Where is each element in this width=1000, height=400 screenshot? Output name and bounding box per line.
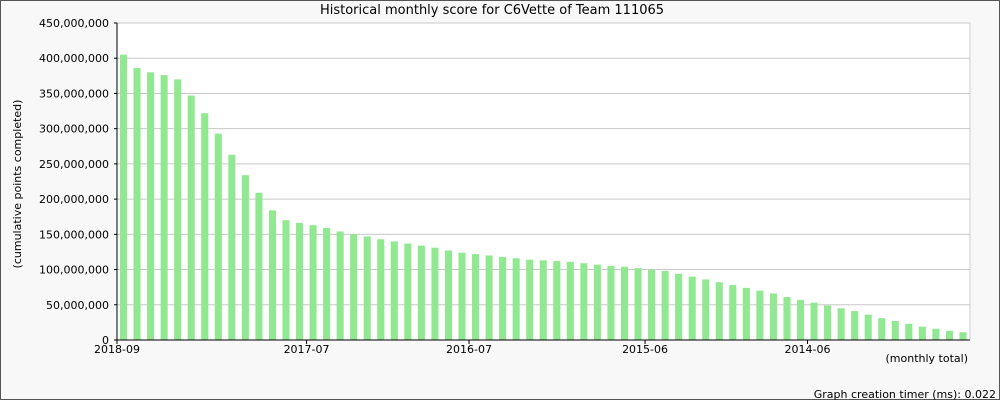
bar-2017-07	[309, 225, 317, 340]
y-tick-label: 400,000,000	[39, 52, 109, 65]
bar-2014-01	[878, 318, 886, 340]
y-tick-label: 200,000,000	[39, 193, 109, 206]
x-tick-labels: 2018-09 2017-07 2016-07 2015-06 2014-06	[94, 343, 830, 356]
bar-2017-05	[336, 231, 344, 340]
bar-2016-02	[539, 260, 547, 340]
bar-2013-11	[905, 323, 913, 340]
chart-title: Historical monthly score for C6Vette of …	[320, 3, 664, 18]
bar-2015-01	[715, 282, 723, 340]
x-axis-label: (monthly total)	[886, 352, 969, 365]
bar-2016-04	[512, 258, 520, 340]
bar-2018-03	[201, 113, 209, 340]
y-tick-labels: 0 50,000,000 100,000,000 150,000,000 200,000…	[39, 17, 109, 347]
bar-2015-03	[688, 276, 696, 340]
bar-2018-09	[120, 54, 128, 340]
bar-2016-08	[458, 252, 466, 340]
y-tick-label: 350,000,000	[39, 87, 109, 100]
bar-2015-07	[634, 268, 642, 340]
bar-2015-08	[620, 266, 629, 340]
bar-2014-09	[769, 293, 777, 340]
bar-2018-05	[174, 79, 182, 341]
bar-2018-01	[228, 154, 236, 340]
bar-2014-08	[783, 297, 791, 340]
bar-2017-04	[350, 234, 358, 340]
y-tick-label: 250,000,000	[39, 158, 109, 171]
bar-2017-06	[323, 227, 331, 340]
bar-2018-04	[187, 95, 195, 340]
bar-2015-10	[593, 264, 601, 340]
bar-2016-03	[526, 259, 534, 340]
bar-2014-06	[810, 302, 818, 340]
bar-2017-09	[282, 220, 290, 340]
bar-2017-08	[296, 223, 304, 340]
bar-2014-11	[742, 287, 750, 340]
bar-2017-10	[268, 210, 276, 340]
bar-2015-02	[702, 279, 710, 340]
bar-2016-11	[417, 245, 425, 340]
bar-2015-11	[580, 263, 588, 340]
bar-2013-09	[932, 328, 940, 340]
x-tick-label: 2017-07	[284, 343, 330, 356]
axes	[114, 22, 970, 344]
bar-2014-10	[756, 290, 764, 340]
y-tick-label: 50,000,000	[46, 299, 109, 312]
bar-2016-05	[499, 256, 507, 340]
bar-2017-11	[255, 192, 263, 340]
bar-2016-09	[444, 250, 452, 340]
bar-2013-07	[959, 332, 967, 340]
y-tick-label: 150,000,000	[39, 228, 109, 241]
bar-2017-03	[363, 236, 371, 340]
y-tick-label: 100,000,000	[39, 264, 109, 277]
graph-creation-timer: Graph creation timer (ms): 0.022	[814, 388, 996, 400]
bar-2013-10	[918, 326, 926, 340]
bar-2013-12	[891, 320, 899, 340]
bar-2017-01	[390, 241, 398, 340]
x-tick-label: 2015-06	[622, 343, 668, 356]
bar-2014-07	[796, 299, 805, 340]
bar-2016-12	[404, 243, 412, 340]
bar-2018-07	[147, 72, 155, 340]
bar-2015-04	[675, 273, 683, 340]
y-axis-label: (cumulative points completed)	[11, 100, 24, 269]
bar-2014-03	[851, 311, 859, 340]
bar-2015-05	[661, 270, 669, 340]
bar-2018-06	[160, 75, 168, 340]
bar-2013-08	[945, 330, 953, 340]
bar-2016-01	[553, 261, 561, 340]
x-tick-label: 2014-06	[785, 343, 831, 356]
bar-2017-12	[241, 175, 249, 340]
y-tick-label: 0	[102, 334, 109, 347]
bar-2014-04	[837, 308, 845, 340]
bars	[120, 54, 967, 341]
bar-2014-12	[729, 285, 737, 340]
x-tick-label: 2016-07	[446, 343, 492, 356]
y-tick-label: 300,000,000	[39, 123, 109, 136]
bar-2018-08	[133, 68, 141, 340]
bar-2014-05	[824, 305, 832, 340]
bar-2017-02	[377, 239, 385, 340]
bar-2014-02	[864, 314, 872, 340]
bar-2016-10	[431, 247, 439, 340]
bar-2015-12	[566, 261, 574, 340]
x-tick-label: 2018-09	[94, 343, 140, 356]
bar-2015-06	[648, 269, 656, 340]
y-tick-label: 450,000,000	[39, 17, 109, 30]
bar-2016-06	[485, 255, 493, 340]
bar-2015-09	[607, 266, 615, 340]
bar-2016-07	[472, 254, 480, 340]
bar-2018-02	[214, 133, 222, 340]
